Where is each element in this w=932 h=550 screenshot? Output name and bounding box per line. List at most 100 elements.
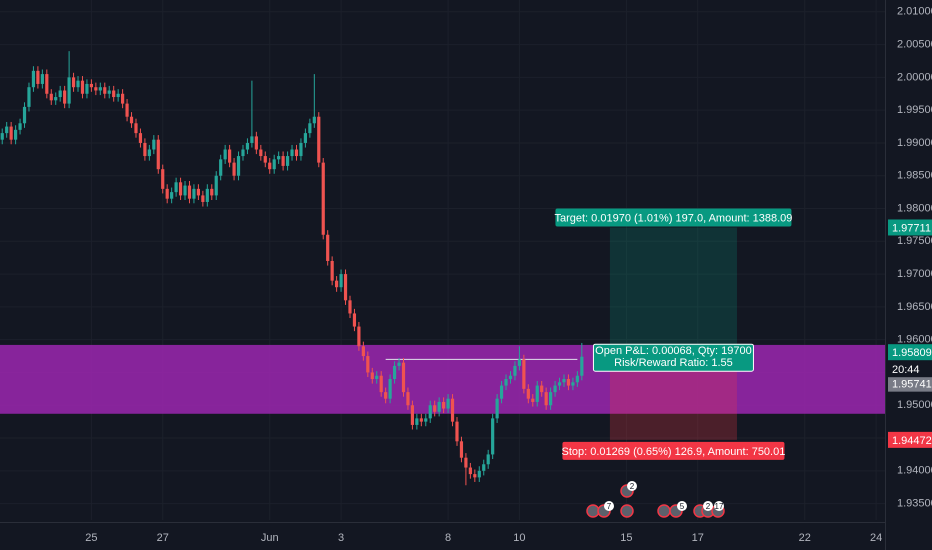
x-tick-label: 24 xyxy=(870,532,882,544)
candle-body xyxy=(571,382,575,386)
y-tick-label: 1.98000 xyxy=(897,202,932,214)
candle-body xyxy=(495,398,499,419)
x-tick-label: 22 xyxy=(799,532,811,544)
candle-body xyxy=(428,405,432,419)
candle-body xyxy=(245,142,250,150)
candle-body xyxy=(285,156,290,166)
candle-body xyxy=(107,90,111,94)
candle-body xyxy=(277,156,281,160)
candle-body xyxy=(205,188,209,202)
candle-body xyxy=(165,188,169,199)
candle-body xyxy=(80,80,85,94)
candle-body xyxy=(210,188,214,196)
candle-body xyxy=(49,93,53,101)
candle-body xyxy=(379,375,383,393)
candle-body xyxy=(522,359,526,389)
candle-body xyxy=(442,401,446,409)
x-tick-label: 27 xyxy=(157,532,169,544)
candle-body xyxy=(499,385,504,399)
candle-body xyxy=(192,188,196,199)
candle-body xyxy=(63,90,67,104)
candle-body xyxy=(468,467,472,475)
candle-body xyxy=(549,392,553,406)
candle-body xyxy=(67,77,71,104)
candle-body xyxy=(415,418,419,425)
candle-body xyxy=(268,162,272,170)
candle-body xyxy=(250,136,254,143)
candle-body xyxy=(214,175,218,196)
event-count-badge xyxy=(677,501,687,511)
stop-label-box xyxy=(562,441,785,460)
candle-body xyxy=(326,234,330,261)
candle-body xyxy=(178,182,183,196)
candle-body xyxy=(187,185,192,199)
candle-body xyxy=(45,74,49,94)
candle-body xyxy=(27,87,31,107)
candle-body xyxy=(147,149,151,157)
candle-body xyxy=(54,97,58,101)
candle-body xyxy=(219,159,223,176)
event-icon xyxy=(586,504,600,518)
candle-body xyxy=(535,385,539,402)
candle-body xyxy=(201,195,205,202)
candle-body xyxy=(116,93,120,98)
y-tick-label: 1.97500 xyxy=(897,235,932,247)
ratio-label: Risk/Reward Ratio: 1.55 xyxy=(614,357,733,369)
candle-body xyxy=(491,418,495,455)
candle-body xyxy=(473,474,477,478)
candle-body xyxy=(290,149,294,157)
candle-body xyxy=(540,385,544,393)
candle-body xyxy=(348,300,352,314)
candle-body xyxy=(161,169,165,189)
candle-body xyxy=(312,116,316,124)
candle-body xyxy=(121,93,125,104)
candle-body xyxy=(36,70,40,84)
candle-body xyxy=(504,379,508,386)
candle-body xyxy=(419,418,423,422)
candle-body xyxy=(401,362,406,393)
target-label-box xyxy=(555,208,792,227)
event-count: 2 xyxy=(706,502,711,511)
x-tick-label: 25 xyxy=(85,532,97,544)
price-badge xyxy=(888,219,932,236)
candle-body xyxy=(103,87,107,94)
candle-body xyxy=(196,188,201,196)
candle-body xyxy=(357,326,361,347)
candle-body xyxy=(433,405,437,412)
candle-body xyxy=(339,274,343,288)
candle-body xyxy=(317,116,321,163)
candle-body xyxy=(183,185,187,196)
event-count: 7 xyxy=(607,502,612,511)
y-tick-label: 1.93500 xyxy=(897,498,932,510)
candle-body xyxy=(330,260,334,281)
candle-body xyxy=(134,123,138,134)
candle-body xyxy=(303,133,308,143)
candle-body xyxy=(406,392,410,406)
candle-body xyxy=(553,385,557,393)
x-tick-label: 17 xyxy=(692,532,704,544)
plot-area xyxy=(0,51,885,486)
y-tick-label: 1.99500 xyxy=(897,104,932,116)
candle-body xyxy=(562,379,566,383)
candle-body xyxy=(531,398,535,402)
candle-body xyxy=(557,382,562,386)
x-tick-label: 10 xyxy=(513,532,525,544)
candle-body xyxy=(370,372,374,380)
countdown-box xyxy=(888,361,932,378)
candle-body xyxy=(14,129,18,140)
y-tick-label: 2.01000 xyxy=(897,6,932,18)
candle-body xyxy=(281,156,285,166)
candle-body xyxy=(236,156,241,176)
candle-body xyxy=(94,87,98,91)
pnl-label: Open P&L: 0.00068, Qty: 19700 xyxy=(595,345,752,357)
event-count: 2 xyxy=(630,482,635,491)
candle-body xyxy=(98,87,102,91)
candle-body xyxy=(138,133,143,143)
candle-body xyxy=(71,77,76,88)
candle-body xyxy=(375,375,379,380)
y-tick-label: 2.00000 xyxy=(897,71,932,83)
x-tick-label: 15 xyxy=(620,532,632,544)
candle-body xyxy=(397,362,401,366)
candle-body xyxy=(459,441,464,458)
